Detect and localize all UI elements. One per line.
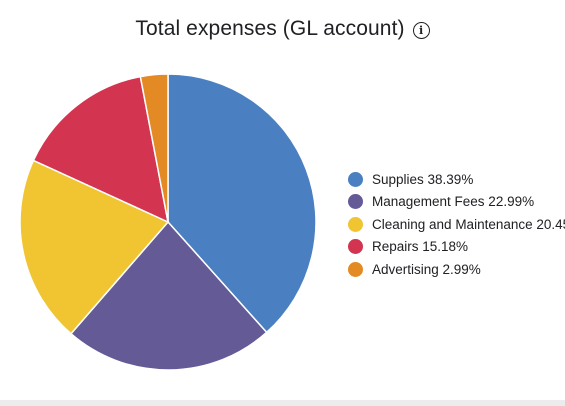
legend-swatch <box>348 194 363 210</box>
info-icon[interactable]: i <box>412 21 430 39</box>
legend-label: Supplies 38.39% <box>372 171 474 187</box>
legend-swatch <box>348 261 363 277</box>
legend-label: Management Fees 22.99% <box>372 194 535 210</box>
legend-item-supplies[interactable]: Supplies 38.39% <box>348 168 565 191</box>
legend-label: Cleaning and Maintenance 20.45% <box>372 216 565 232</box>
legend-swatch <box>348 239 363 255</box>
pie-slice-advertising[interactable] <box>139 73 169 223</box>
chart-legend: Supplies 38.39% Management Fees 22.99% Cle… <box>348 168 565 281</box>
legend-item-advertising[interactable]: Advertising 2.99% <box>348 258 565 281</box>
legend-label: Advertising 2.99% <box>372 261 481 277</box>
legend-item-repairs[interactable]: Repairs 15.18% <box>348 236 565 259</box>
pie-slice-supplies[interactable] <box>167 73 317 334</box>
pie-slice-cleaning-and-maintenance[interactable] <box>19 159 169 335</box>
legend-swatch <box>348 216 363 232</box>
chart-title: Total expenses (GL account) <box>135 17 405 40</box>
pie-slice-repairs[interactable] <box>32 75 169 223</box>
legend-item-management-fees[interactable]: Management Fees 22.99% <box>348 191 565 214</box>
legend-label: Repairs 15.18% <box>372 239 469 255</box>
pie-slice-management-fees[interactable] <box>70 221 268 371</box>
bottom-divider <box>0 400 565 406</box>
legend-swatch <box>348 171 363 187</box>
chart-header: Total expenses (GL account) i <box>0 14 565 44</box>
pie-slices <box>19 73 317 371</box>
legend-item-cleaning-and-maintenance[interactable]: Cleaning and Maintenance 20.45% <box>348 213 565 236</box>
